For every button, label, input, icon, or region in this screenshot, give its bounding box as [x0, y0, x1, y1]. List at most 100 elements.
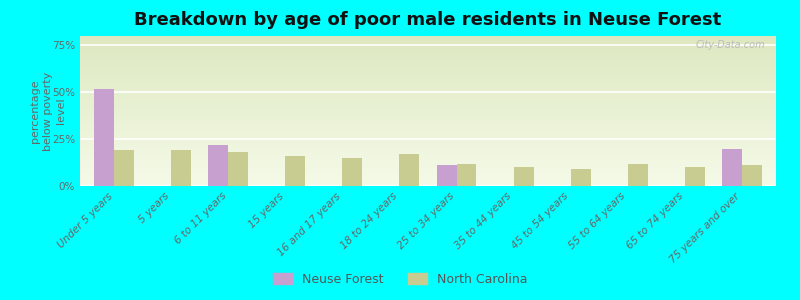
Bar [80, 112, 776, 114]
Bar [570, 169, 590, 186]
Bar [80, 39, 776, 40]
Bar [80, 167, 776, 168]
Bar [80, 96, 776, 98]
Bar [80, 177, 776, 178]
Bar [80, 75, 776, 76]
Bar [80, 123, 776, 124]
Bar [80, 78, 776, 80]
Bar [80, 183, 776, 184]
Bar [80, 153, 776, 154]
Bar [80, 146, 776, 147]
Bar [80, 69, 776, 70]
Bar [514, 167, 534, 186]
Bar [80, 154, 776, 156]
Bar [80, 52, 776, 54]
Bar [80, 138, 776, 140]
Bar [399, 154, 419, 186]
Bar [80, 45, 776, 46]
Bar [80, 108, 776, 110]
Bar [80, 84, 776, 86]
Bar [80, 87, 776, 88]
Bar [80, 135, 776, 136]
Bar [80, 130, 776, 132]
Bar [80, 114, 776, 116]
Bar [80, 118, 776, 120]
Bar [80, 132, 776, 134]
Bar [685, 167, 705, 186]
Bar [80, 100, 776, 102]
Bar [80, 72, 776, 74]
Bar [80, 36, 776, 38]
Bar [80, 142, 776, 144]
Bar [80, 64, 776, 66]
Title: Breakdown by age of poor male residents in Neuse Forest: Breakdown by age of poor male residents … [134, 11, 722, 29]
Bar [80, 158, 776, 159]
Bar [80, 42, 776, 44]
Bar [80, 172, 776, 174]
Bar [80, 48, 776, 50]
Bar [80, 80, 776, 81]
Bar [80, 103, 776, 105]
Bar [80, 58, 776, 60]
Bar [457, 164, 477, 186]
Bar [80, 152, 776, 153]
Bar [80, 61, 776, 63]
Bar [80, 164, 776, 165]
Bar [742, 165, 762, 186]
Bar [80, 105, 776, 106]
Bar [722, 148, 742, 186]
Bar [80, 117, 776, 118]
Bar [342, 158, 362, 186]
Bar [286, 156, 306, 186]
Bar [80, 90, 776, 92]
Bar [80, 180, 776, 182]
Bar [80, 144, 776, 146]
Bar [80, 159, 776, 160]
Bar [80, 106, 776, 108]
Bar [171, 150, 191, 186]
Text: City-Data.com: City-Data.com [696, 40, 766, 50]
Bar [80, 147, 776, 148]
Bar [80, 111, 776, 112]
Bar [80, 82, 776, 84]
Bar [80, 171, 776, 172]
Bar [80, 92, 776, 93]
Bar [80, 60, 776, 61]
Bar [80, 168, 776, 170]
Bar [80, 102, 776, 104]
Bar [80, 169, 776, 171]
Bar [80, 116, 776, 117]
Bar [80, 74, 776, 75]
Bar [80, 124, 776, 126]
Bar [80, 160, 776, 162]
Legend: Neuse Forest, North Carolina: Neuse Forest, North Carolina [268, 268, 532, 291]
Bar [228, 152, 248, 186]
Bar [94, 88, 114, 186]
Y-axis label: percentage
below poverty
level: percentage below poverty level [30, 71, 66, 151]
Bar [80, 57, 776, 58]
Bar [80, 44, 776, 45]
Bar [80, 150, 776, 152]
Bar [80, 81, 776, 82]
Bar [114, 150, 134, 186]
Bar [80, 184, 776, 186]
Bar [80, 165, 776, 166]
Bar [80, 40, 776, 42]
Bar [80, 68, 776, 69]
Bar [80, 122, 776, 123]
Bar [80, 156, 776, 158]
Bar [80, 46, 776, 48]
Bar [80, 54, 776, 56]
Bar [80, 93, 776, 94]
Bar [80, 141, 776, 142]
Bar [80, 51, 776, 52]
Bar [80, 50, 776, 51]
Bar [80, 162, 776, 164]
Bar [80, 129, 776, 130]
Bar [80, 178, 776, 180]
Bar [80, 176, 776, 177]
Bar [80, 56, 776, 57]
Bar [80, 128, 776, 129]
Bar [80, 110, 776, 111]
Bar [80, 76, 776, 78]
